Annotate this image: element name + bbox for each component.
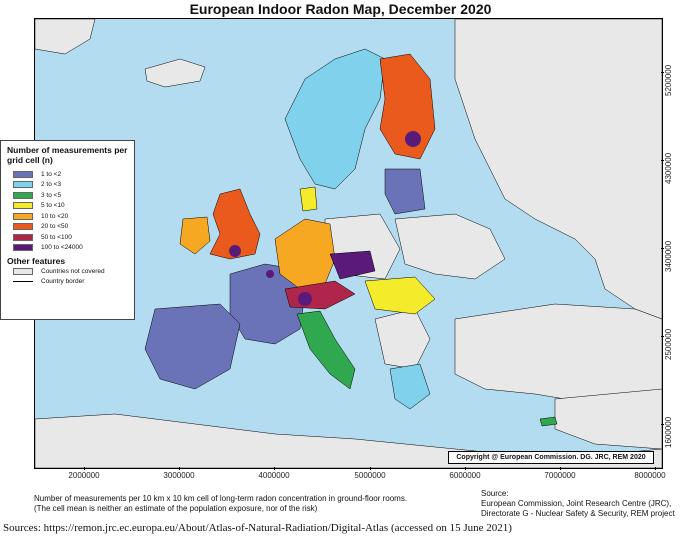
legend-label: 100 to <24000 bbox=[41, 244, 83, 252]
legend-swatch bbox=[13, 223, 33, 231]
legend-line-swatch bbox=[13, 281, 33, 283]
baltics bbox=[384, 168, 426, 215]
x-tick-label: 5000000 bbox=[354, 471, 386, 480]
legend-swatch bbox=[13, 191, 33, 199]
legend-swatch bbox=[13, 267, 33, 275]
x-tick-mark bbox=[370, 467, 371, 470]
measurement-note: Number of measurements per 10 km x 10 km… bbox=[34, 494, 407, 514]
sources-footer: Sources: https://remon.jrc.ec.europa.eu/… bbox=[3, 522, 512, 534]
covered-land bbox=[144, 48, 558, 427]
legend-label: Countries not covered bbox=[41, 267, 105, 275]
map-legend: Number of measurements per grid cell (n)… bbox=[0, 140, 135, 320]
legend-swatch bbox=[13, 170, 33, 178]
countries-not-covered bbox=[35, 19, 662, 468]
x-tick-mark bbox=[179, 467, 180, 470]
greenland-region bbox=[35, 19, 96, 55]
ukraine-region bbox=[394, 213, 506, 280]
legend-item: 3 to <5 bbox=[13, 190, 128, 201]
legend-label: 20 to <50 bbox=[41, 223, 69, 231]
italy bbox=[296, 310, 356, 390]
source-line: Directorate G - Nuclear Safety & Securit… bbox=[481, 509, 675, 518]
legend-other-heading: Other features bbox=[7, 256, 66, 266]
legend-item: 100 to <24000 bbox=[13, 243, 128, 254]
legend-label: 10 to <20 bbox=[41, 212, 69, 220]
greece bbox=[389, 363, 431, 410]
hungary-romania bbox=[364, 276, 436, 315]
cyprus bbox=[539, 416, 558, 427]
denmark bbox=[299, 186, 318, 212]
y-tick-label: 2500000 bbox=[664, 328, 673, 360]
turkey-region bbox=[454, 303, 662, 405]
legend-label: 50 to <100 bbox=[41, 233, 72, 241]
hotspot-finland bbox=[405, 131, 421, 147]
x-tick-label: 3000000 bbox=[163, 471, 195, 480]
iceland-region bbox=[144, 58, 206, 88]
hotspot-switzerland bbox=[298, 292, 312, 306]
legend-label: 2 to <3 bbox=[41, 181, 62, 189]
x-tick-mark bbox=[655, 467, 656, 470]
scandinavia bbox=[284, 48, 386, 190]
legend-swatch bbox=[13, 202, 33, 210]
legend-item: 2 to <3 bbox=[13, 180, 128, 191]
x-tick-label: 4000000 bbox=[258, 471, 290, 480]
x-tick-mark bbox=[560, 467, 561, 470]
y-tick-mark bbox=[661, 424, 664, 425]
legend-classes: 1 to <2 2 to <3 3 to <5 5 to <10 10 to <… bbox=[7, 169, 128, 253]
note-line: Number of measurements per 10 km x 10 km… bbox=[34, 494, 408, 503]
y-tick-label: 1600000 bbox=[664, 416, 673, 448]
legend-swatch bbox=[13, 212, 33, 220]
legend-swatch bbox=[13, 244, 33, 252]
y-tick-mark bbox=[661, 248, 664, 249]
legend-swatch bbox=[13, 181, 33, 189]
x-tick-label: 8000000 bbox=[634, 471, 666, 480]
note-line: (The cell mean is neither an estimate of… bbox=[34, 504, 318, 513]
europe-map-svg bbox=[35, 19, 662, 468]
source-line: European Commission, Joint Research Cent… bbox=[481, 499, 672, 508]
source-credit: Source: European Commission, Joint Resea… bbox=[481, 489, 675, 519]
source-line: Source: bbox=[481, 489, 509, 498]
hotspots bbox=[229, 131, 421, 306]
x-tick-mark bbox=[274, 467, 275, 470]
legend-label: 3 to <5 bbox=[41, 191, 62, 199]
legend-label: Country border bbox=[41, 278, 85, 286]
y-tick-mark bbox=[661, 336, 664, 337]
hotspot-czechia bbox=[349, 258, 361, 270]
iberia bbox=[144, 303, 241, 390]
y-tick-mark bbox=[661, 160, 664, 161]
legend-label: 1 to <2 bbox=[41, 170, 62, 178]
x-tick-mark bbox=[465, 467, 466, 470]
hotspot-belgium bbox=[266, 270, 274, 278]
great-britain bbox=[209, 188, 261, 260]
map-title: European Indoor Radon Map, December 2020 bbox=[189, 1, 492, 17]
copyright-box: Copyright @ European Commission. DG. JRC… bbox=[448, 451, 654, 464]
legend-heading: Number of measurements per grid cell (n) bbox=[7, 145, 128, 165]
finland bbox=[379, 53, 436, 160]
y-tick-mark bbox=[661, 72, 664, 73]
germany bbox=[274, 218, 336, 290]
ireland bbox=[179, 216, 211, 255]
map-area[interactable] bbox=[34, 18, 663, 469]
legend-label: 5 to <10 bbox=[41, 202, 65, 210]
legend-item-not-covered: Countries not covered bbox=[13, 266, 128, 277]
hotspot-cornwall bbox=[229, 245, 241, 257]
x-tick-mark bbox=[84, 467, 85, 470]
x-tick-label: 7000000 bbox=[544, 471, 576, 480]
legend-swatch bbox=[13, 233, 33, 241]
legend-item: 20 to <50 bbox=[13, 222, 128, 233]
legend-item: 50 to <100 bbox=[13, 232, 128, 243]
legend-item: 10 to <20 bbox=[13, 211, 128, 222]
legend-item: 5 to <10 bbox=[13, 201, 128, 212]
y-tick-label: 4300000 bbox=[664, 152, 673, 184]
legend-item-border: Country border bbox=[13, 277, 128, 288]
y-tick-label: 3400000 bbox=[664, 240, 673, 272]
x-tick-label: 2000000 bbox=[68, 471, 100, 480]
x-tick-label: 6000000 bbox=[449, 471, 481, 480]
y-tick-label: 5200000 bbox=[664, 64, 673, 96]
legend-item: 1 to <2 bbox=[13, 169, 128, 180]
